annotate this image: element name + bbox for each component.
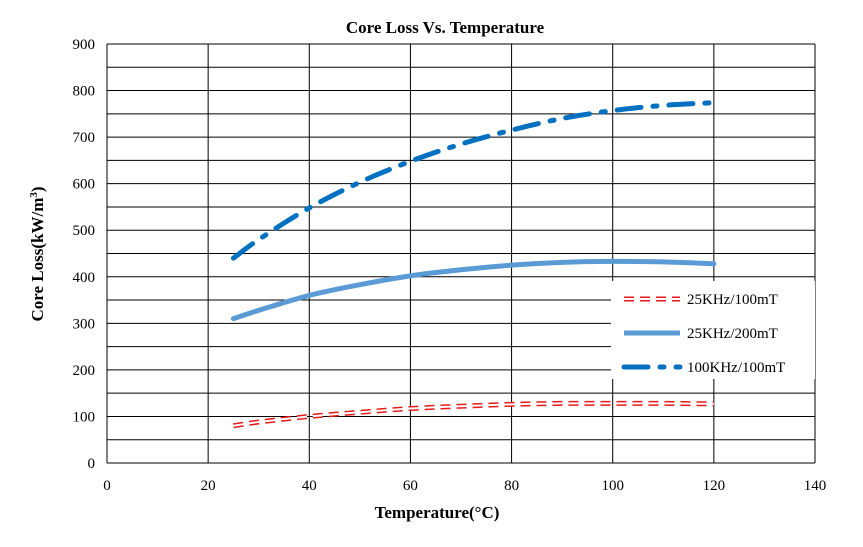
y-tick-label: 500 [73,223,96,239]
x-axis-title: Temperature(°C) [375,503,500,522]
x-tick-label: 0 [103,478,111,494]
x-tick-label: 120 [703,478,726,494]
y-tick-label: 300 [73,316,96,332]
x-tick-label: 20 [201,478,216,494]
y-tick-label: 400 [73,270,96,286]
series-line-25khz-100mt [233,400,714,429]
grid [106,43,816,464]
chart-title: Core Loss Vs. Temperature [346,18,545,37]
legend: 25KHz/100mT 25KHz/200mT 100KHz/100mT [611,281,815,379]
y-axis-title-main: Core Loss(kW/m [28,198,47,322]
legend-label: 25KHz/200mT [687,326,778,342]
y-tick-label: 100 [73,409,96,425]
x-tick-label: 100 [601,478,624,494]
x-tick-label: 140 [804,478,827,494]
series-line-25khz-100mt-inner [233,402,714,427]
y-tick-label: 200 [73,363,96,379]
series-line-25khz-200mt [230,258,717,322]
y-tick-label: 900 [73,37,96,53]
x-tick-label: 80 [504,478,519,494]
series-line-100khz-100mt [230,100,717,261]
y-axis-title: Core Loss(kW/m3) [28,186,47,321]
y-tick-label: 700 [73,130,96,146]
legend-label: 100KHz/100mT [687,360,785,376]
y-axis-title-superscript: 3 [28,192,40,198]
y-tick-label: 800 [73,84,96,100]
x-tick-label: 60 [403,478,418,494]
x-tick-label: 40 [302,478,317,494]
y-axis-title-end: ) [28,186,47,192]
y-tick-label: 600 [73,177,96,193]
y-tick-label: 0 [88,456,96,472]
legend-label: 25KHz/100mT [687,292,778,308]
series-layer [230,100,717,429]
tick-labels: 0 100 200 300 400 500 600 700 800 900 0 20 40 60 80 100… [73,37,827,494]
